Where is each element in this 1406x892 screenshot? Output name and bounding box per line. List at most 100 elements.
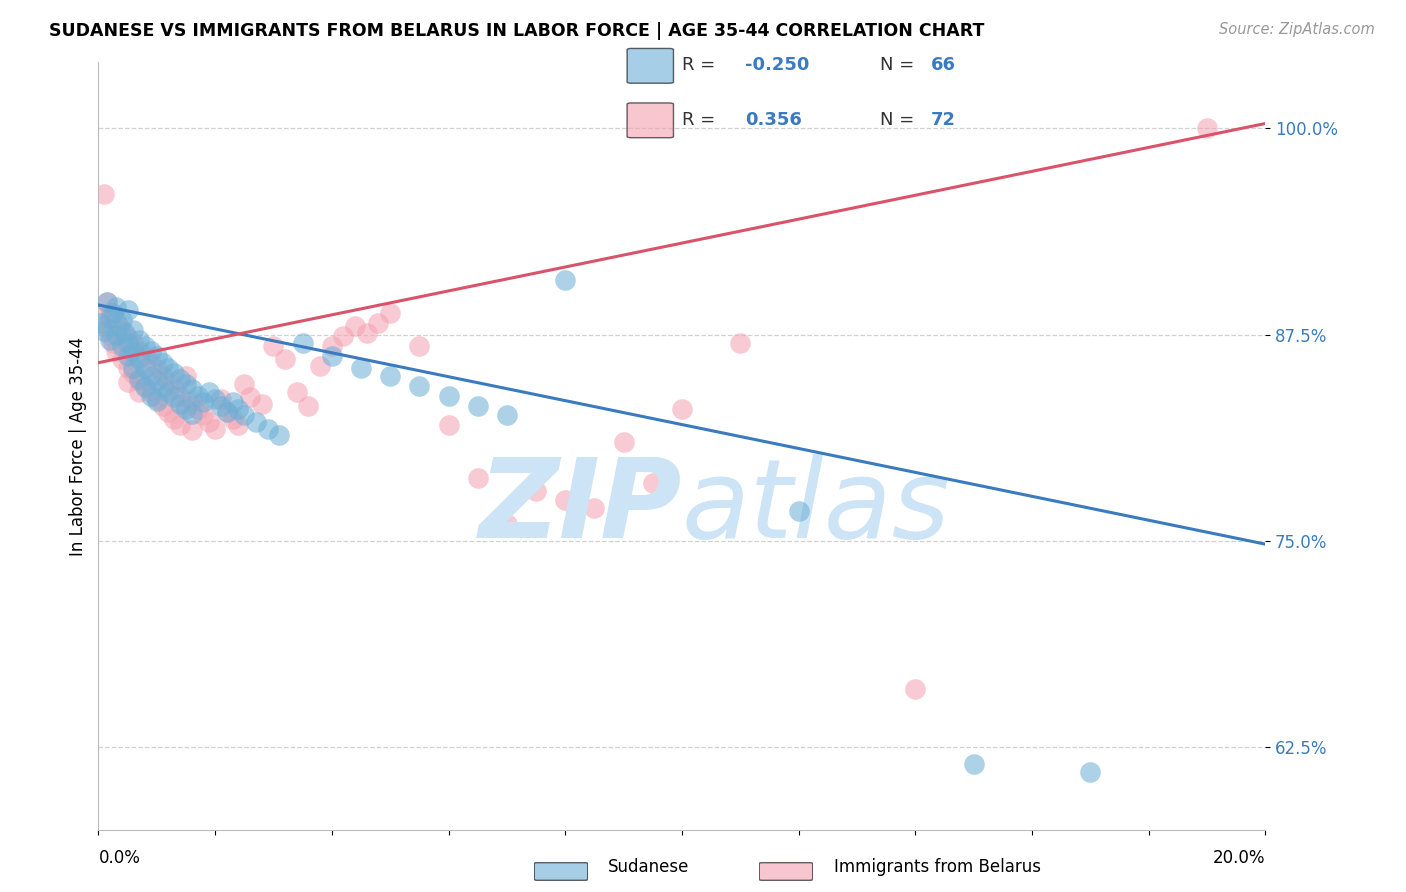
- Point: [157, 385, 180, 400]
- Point: [139, 344, 162, 359]
- FancyBboxPatch shape: [627, 103, 673, 137]
- Text: 72: 72: [931, 111, 956, 128]
- Point: [256, 422, 278, 436]
- Point: [583, 500, 606, 515]
- Point: [215, 405, 238, 419]
- Text: Immigrants from Belarus: Immigrants from Belarus: [834, 858, 1040, 876]
- Point: [117, 349, 139, 363]
- Point: [228, 401, 250, 416]
- Point: [134, 380, 156, 394]
- Point: [101, 306, 124, 320]
- FancyBboxPatch shape: [759, 863, 813, 880]
- Point: [380, 368, 402, 383]
- Point: [104, 327, 127, 342]
- Point: [128, 372, 150, 386]
- Point: [730, 335, 752, 350]
- Point: [128, 333, 150, 347]
- Point: [309, 359, 332, 373]
- Point: [114, 326, 136, 340]
- Point: [198, 385, 221, 400]
- Point: [163, 382, 186, 396]
- Point: [356, 326, 378, 340]
- Point: [787, 504, 810, 518]
- Point: [134, 360, 156, 375]
- Point: [93, 319, 115, 334]
- Point: [108, 319, 131, 334]
- Point: [496, 409, 519, 423]
- Text: -0.250: -0.250: [745, 56, 810, 74]
- Point: [221, 411, 243, 425]
- Point: [250, 397, 273, 411]
- Point: [157, 360, 180, 375]
- Text: ZIP: ZIP: [478, 454, 682, 561]
- Point: [209, 399, 232, 413]
- Text: N =: N =: [880, 111, 920, 128]
- Point: [221, 395, 243, 409]
- Point: [180, 393, 202, 408]
- Point: [93, 324, 115, 338]
- Point: [104, 314, 127, 328]
- FancyBboxPatch shape: [534, 863, 588, 880]
- Point: [262, 339, 284, 353]
- Point: [350, 360, 373, 375]
- Text: R =: R =: [682, 56, 721, 74]
- Point: [134, 349, 156, 363]
- Point: [215, 405, 238, 419]
- Point: [204, 422, 226, 436]
- Point: [117, 376, 139, 390]
- Point: [408, 339, 430, 353]
- Text: 66: 66: [931, 56, 956, 74]
- Point: [962, 756, 984, 771]
- Point: [98, 311, 121, 326]
- Point: [111, 313, 134, 327]
- Point: [117, 335, 139, 350]
- Point: [344, 319, 367, 334]
- Point: [321, 349, 343, 363]
- Point: [169, 418, 191, 433]
- Point: [187, 401, 209, 416]
- Point: [128, 344, 150, 359]
- Point: [233, 377, 256, 392]
- Point: [297, 399, 319, 413]
- Point: [117, 360, 139, 375]
- Point: [204, 392, 226, 406]
- Point: [128, 352, 150, 367]
- Point: [101, 335, 124, 350]
- Point: [146, 362, 169, 376]
- Point: [122, 335, 145, 350]
- Point: [641, 476, 664, 491]
- Point: [122, 323, 145, 337]
- Point: [291, 335, 314, 350]
- Point: [111, 339, 134, 353]
- Point: [146, 392, 169, 406]
- Point: [332, 329, 354, 343]
- Point: [554, 492, 576, 507]
- Point: [904, 682, 927, 697]
- Point: [139, 356, 162, 370]
- Point: [117, 302, 139, 317]
- Point: [233, 409, 256, 423]
- Point: [180, 423, 202, 437]
- Text: 0.356: 0.356: [745, 111, 801, 128]
- Point: [96, 294, 118, 309]
- Point: [104, 300, 127, 314]
- Point: [285, 385, 308, 400]
- Point: [163, 411, 186, 425]
- Text: Source: ZipAtlas.com: Source: ZipAtlas.com: [1219, 22, 1375, 37]
- Point: [1195, 121, 1218, 136]
- Point: [96, 294, 118, 309]
- Text: atlas: atlas: [682, 454, 950, 561]
- Point: [169, 397, 191, 411]
- Point: [239, 390, 262, 404]
- Text: 0.0%: 0.0%: [98, 849, 141, 867]
- Point: [467, 399, 489, 413]
- Text: SUDANESE VS IMMIGRANTS FROM BELARUS IN LABOR FORCE | AGE 35-44 CORRELATION CHART: SUDANESE VS IMMIGRANTS FROM BELARUS IN L…: [49, 22, 984, 40]
- Point: [198, 415, 221, 429]
- FancyBboxPatch shape: [627, 48, 673, 83]
- Point: [134, 378, 156, 392]
- Point: [134, 339, 156, 353]
- Point: [163, 390, 186, 404]
- Point: [146, 349, 169, 363]
- Point: [163, 366, 186, 380]
- Point: [139, 385, 162, 400]
